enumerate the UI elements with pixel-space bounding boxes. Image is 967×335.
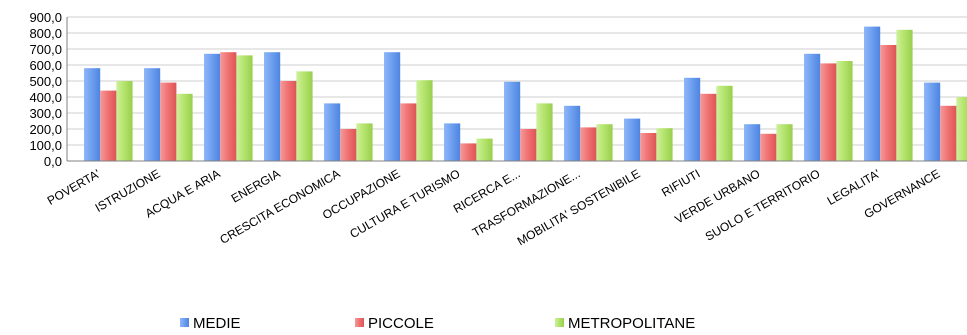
category-label: ENERGIA [229,166,283,205]
y-tick-label: 700,0 [29,42,62,57]
bar-piccole-14 [940,105,957,161]
bar-piccole-1 [160,82,177,161]
bar-medie-10 [684,77,701,161]
bar-medie-7 [504,81,521,161]
bar-piccole-0 [100,90,117,161]
bar-metropolitane-13 [896,29,913,161]
y-tick-label: 200,0 [29,122,62,137]
bar-metropolitane-8 [596,124,613,161]
bar-piccole-8 [580,127,597,161]
bar-medie-1 [144,68,161,161]
bar-medie-13 [864,26,881,161]
bar-piccole-6 [460,143,477,161]
legend-label-piccole: PICCOLE [368,315,434,332]
y-tick-label: 500,0 [29,74,62,89]
y-tick-label: 100,0 [29,138,62,153]
bar-metropolitane-11 [776,124,793,161]
bar-medie-9 [624,118,641,161]
y-tick-label: 300,0 [29,106,62,121]
y-tick-label: 600,0 [29,58,62,73]
bar-piccole-4 [340,129,357,161]
bar-metropolitane-9 [656,128,673,161]
legend-label-metropolitane: METROPOLITANE [568,315,695,332]
y-tick-label: 900,0 [29,10,62,25]
bar-metropolitane-12 [836,61,853,161]
bar-medie-8 [564,105,581,161]
bar-piccole-9 [640,133,657,161]
bar-metropolitane-10 [716,85,733,161]
bar-medie-4 [324,103,341,161]
bar-piccole-7 [520,129,537,161]
bar-piccole-12 [820,63,837,161]
bar-metropolitane-3 [296,71,313,161]
bar-piccole-10 [700,93,717,161]
bar-piccole-11 [760,133,777,161]
legend-swatch-medie [180,318,189,327]
bar-medie-6 [444,123,461,161]
bar-metropolitane-7 [536,103,553,161]
bar-metropolitane-14 [956,97,967,161]
legend-swatch-piccole [355,318,364,327]
bar-medie-0 [84,68,101,161]
category-label: SUOLO E TERRITORIO [703,166,823,243]
bar-piccole-3 [280,81,297,161]
bar-piccole-2 [220,52,237,162]
category-label: CULTURA E TURISMO [347,166,462,241]
bar-metropolitane-2 [236,55,253,161]
legend-label-medie: MEDIE [193,315,241,332]
legend-swatch-metropolitane [555,318,564,327]
bar-piccole-13 [880,45,897,161]
bar-metropolitane-5 [416,80,433,161]
bar-metropolitane-4 [356,123,373,161]
bars [84,26,967,162]
y-axis: 0,0100,0200,0300,0400,0500,0600,0700,080… [29,10,68,169]
bar-medie-12 [804,53,821,161]
bar-metropolitane-0 [116,81,133,161]
bar-metropolitane-1 [176,93,193,161]
legend: MEDIE PICCOLE METROPOLITANE [180,315,695,332]
bar-medie-2 [204,53,221,161]
bar-medie-14 [924,82,941,161]
bar-medie-11 [744,124,761,161]
bar-metropolitane-6 [476,138,493,161]
y-tick-label: 0,0 [44,154,62,169]
bar-piccole-5 [400,103,417,161]
bar-medie-5 [384,52,401,162]
bar-medie-3 [264,52,281,162]
y-tick-label: 800,0 [29,26,62,41]
category-label: RIFIUTI [659,166,702,199]
y-tick-label: 400,0 [29,90,62,105]
